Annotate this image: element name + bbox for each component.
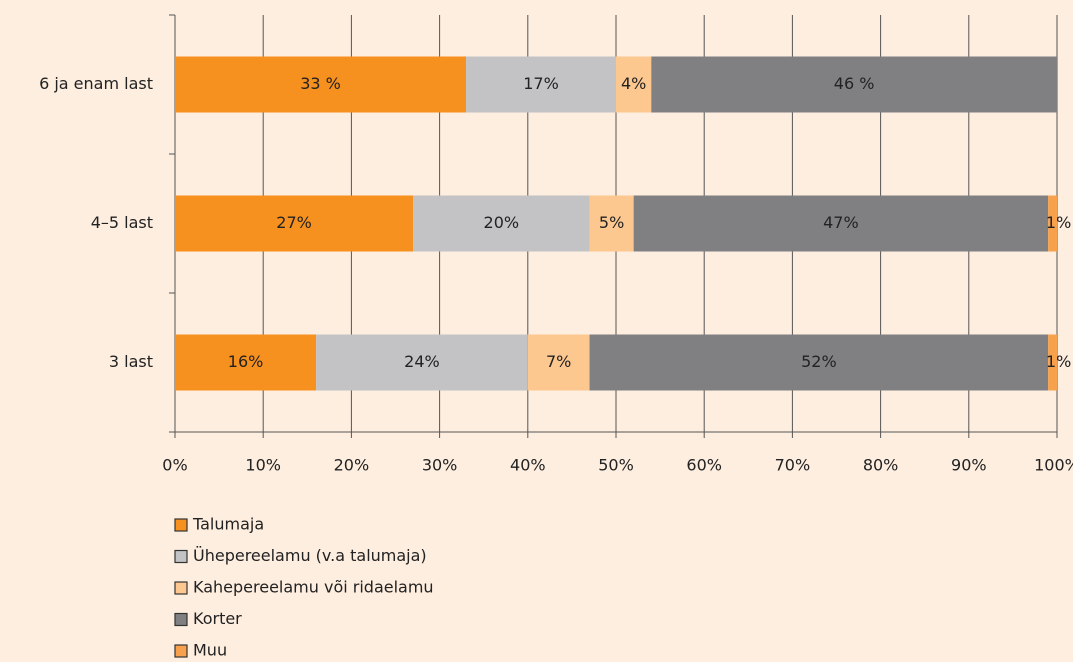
legend-swatch <box>174 549 188 564</box>
x-tick-label: 80% <box>863 456 899 475</box>
x-tick-label: 20% <box>334 456 370 475</box>
bar-segment <box>175 195 414 252</box>
legend-label: Talumaja <box>192 515 264 534</box>
bar-segment <box>589 334 1049 391</box>
bar-segment <box>175 56 467 113</box>
value-label: 17% <box>523 74 559 93</box>
value-label: 5% <box>599 213 624 232</box>
legend-label: Muu <box>193 641 227 660</box>
bar-segment <box>527 334 590 391</box>
y-tick-label: 6 ja enam last <box>39 74 153 93</box>
y-tick-label: 4–5 last <box>91 213 153 232</box>
legend-label: Ühepereelamu (v.a talumaja) <box>193 546 427 565</box>
x-tick-label: 40% <box>510 456 546 475</box>
bar-segment <box>1048 334 1057 391</box>
value-label: 4% <box>621 74 646 93</box>
legend-swatch <box>174 644 188 658</box>
legend-swatch <box>174 612 188 627</box>
x-tick-label: 0% <box>162 456 187 475</box>
y-tick-label: 3 last <box>109 352 153 371</box>
bar-segment <box>413 195 590 252</box>
value-label: 7% <box>546 352 571 371</box>
value-label: 27% <box>276 213 312 232</box>
x-tick-label: 70% <box>775 456 811 475</box>
value-label: 33 % <box>300 74 341 93</box>
bar-segment <box>466 56 616 113</box>
bar-segment <box>1048 195 1057 252</box>
value-label: 20% <box>484 213 520 232</box>
legend-label: Kahepereelamu või ridaelamu <box>193 578 434 597</box>
x-tick-label: 10% <box>245 456 281 475</box>
value-label: 16% <box>228 352 264 371</box>
legend-label: Korter <box>193 609 242 628</box>
x-tick-label: 30% <box>422 456 458 475</box>
x-tick-label: 90% <box>951 456 987 475</box>
bar-segment <box>175 334 317 391</box>
bar-segment <box>633 195 1049 252</box>
bar-segment <box>589 195 634 252</box>
value-label: 46 % <box>834 74 875 93</box>
bar-segment <box>316 334 528 391</box>
bar-segment <box>651 56 1057 113</box>
value-label: 52% <box>801 352 837 371</box>
value-label: 47% <box>823 213 859 232</box>
legend-swatch <box>174 518 188 532</box>
value-label: 1% <box>1046 352 1071 371</box>
legend-swatch <box>174 581 188 595</box>
bar-segment <box>616 56 652 113</box>
x-tick-label: 50% <box>598 456 634 475</box>
x-tick-label: 100% <box>1034 456 1073 475</box>
x-tick-label: 60% <box>686 456 722 475</box>
value-label: 1% <box>1046 213 1071 232</box>
value-label: 24% <box>404 352 440 371</box>
